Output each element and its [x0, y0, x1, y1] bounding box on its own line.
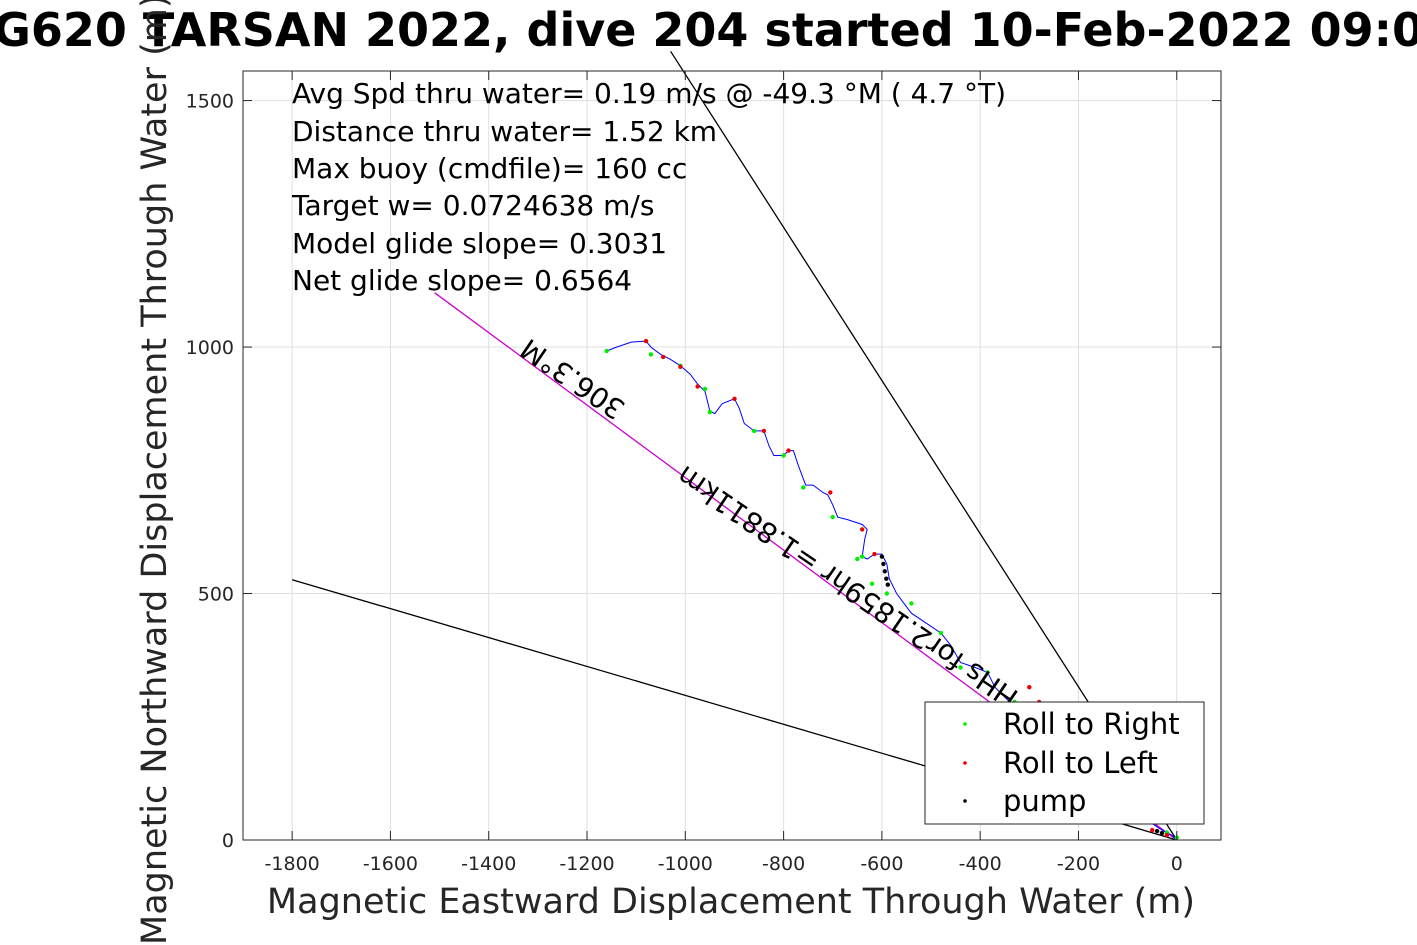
roll-right-marker [707, 409, 713, 415]
roll-right-marker [958, 665, 963, 670]
pump-marker [879, 554, 885, 559]
roll-left-marker [860, 527, 865, 532]
x-tick-label: -1200 [559, 853, 614, 875]
x-axis-label: Magnetic Eastward Displacement Through W… [267, 882, 1195, 922]
chart-title: SG620 TARSAN 2022, dive 204 started 10-F… [0, 3, 1417, 57]
roll-right-marker [909, 601, 914, 606]
legend-marker-roll-right [963, 722, 967, 726]
y-tick-label: 0 [222, 830, 234, 852]
y-axis-label: Magnetic Northward Displacement Through … [135, 0, 175, 945]
roll-right-marker [938, 630, 944, 636]
legend-marker-roll-left [963, 761, 967, 765]
roll-right-marker [860, 554, 865, 559]
y-ticks: 0 500 1000 1500 [186, 91, 1221, 852]
pump-marker [882, 569, 887, 574]
x-tick-label: -400 [959, 853, 1002, 875]
x-tick-label: -800 [762, 853, 805, 875]
stats-text: Avg Spd thru water= 0.19 m/s @ -49.3 °M … [291, 77, 1006, 297]
roll-left-marker [761, 428, 767, 434]
roll-left-marker [1150, 827, 1155, 833]
roll-left-marker [828, 490, 833, 495]
roll-left-marker [732, 396, 737, 401]
axes-box [242, 70, 1222, 841]
x-tick-label: -1600 [363, 853, 418, 875]
x-tick-label: 0 [1171, 853, 1183, 875]
stat-model-glide: Model glide slope= 0.3031 [292, 227, 667, 260]
x-tick-label: -1800 [265, 853, 320, 875]
legend: Roll to Right Roll to Left pump [924, 701, 1205, 825]
legend-label-pump: pump [1003, 784, 1086, 818]
stat-avg-speed: Avg Spd thru water= 0.19 m/s @ -49.3 °M … [292, 77, 1006, 110]
roll-right-marker [884, 591, 889, 596]
roll-right-marker [604, 348, 609, 354]
roll-right-marker [830, 514, 835, 520]
roll-left-marker [678, 364, 683, 369]
roll-right-marker [751, 428, 757, 434]
y-tick-label: 1500 [186, 91, 234, 113]
roll-right-marker [985, 670, 990, 675]
pump-marker [1159, 830, 1165, 836]
y-tick-label: 1000 [186, 337, 234, 359]
pump-marker [881, 561, 886, 567]
x-tick-label: -1000 [658, 853, 713, 875]
roll-right-marker [648, 352, 654, 357]
x-tick-label: -200 [1057, 853, 1100, 875]
stat-target-w: Target w= 0.0724638 m/s [291, 189, 654, 222]
roll-right-marker [702, 386, 708, 392]
legend-label-roll-right: Roll to Right [1003, 707, 1180, 741]
legend-label-roll-left: Roll to Left [1003, 746, 1158, 780]
roll-right-marker [781, 453, 786, 458]
legend-box [924, 701, 1205, 825]
stat-distance: Distance thru water= 1.52 km [292, 115, 717, 148]
legend-marker-pump [963, 799, 967, 803]
roll-right-marker [801, 485, 806, 490]
stat-max-buoy: Max buoy (cmdfile)= 160 cc [292, 152, 687, 185]
roll-left-marker [661, 354, 666, 360]
roll-right-marker [869, 581, 875, 586]
roll-left-marker [786, 448, 791, 453]
x-ticks: -1800 -1600 -1400 -1200 -1000 -800 -600 -400 -20… [265, 71, 1183, 875]
stat-net-glide: Net glide slope= 0.6564 [292, 264, 632, 297]
pump-marker [1154, 828, 1160, 834]
roll-left-marker [1164, 832, 1170, 838]
roll-right-marker [855, 556, 860, 562]
x-tick-label: -600 [860, 853, 903, 875]
pump-marker [885, 582, 890, 587]
y-tick-label: 500 [198, 584, 234, 606]
pump-marker [884, 576, 889, 581]
roll-left-marker [695, 384, 700, 389]
roll-left-marker [1027, 685, 1032, 690]
x-tick-label: -1400 [461, 853, 516, 875]
roll-left-marker [872, 551, 877, 557]
roll-left-marker [643, 338, 649, 344]
track-line [606, 340, 1178, 841]
track-layer [606, 340, 1178, 841]
